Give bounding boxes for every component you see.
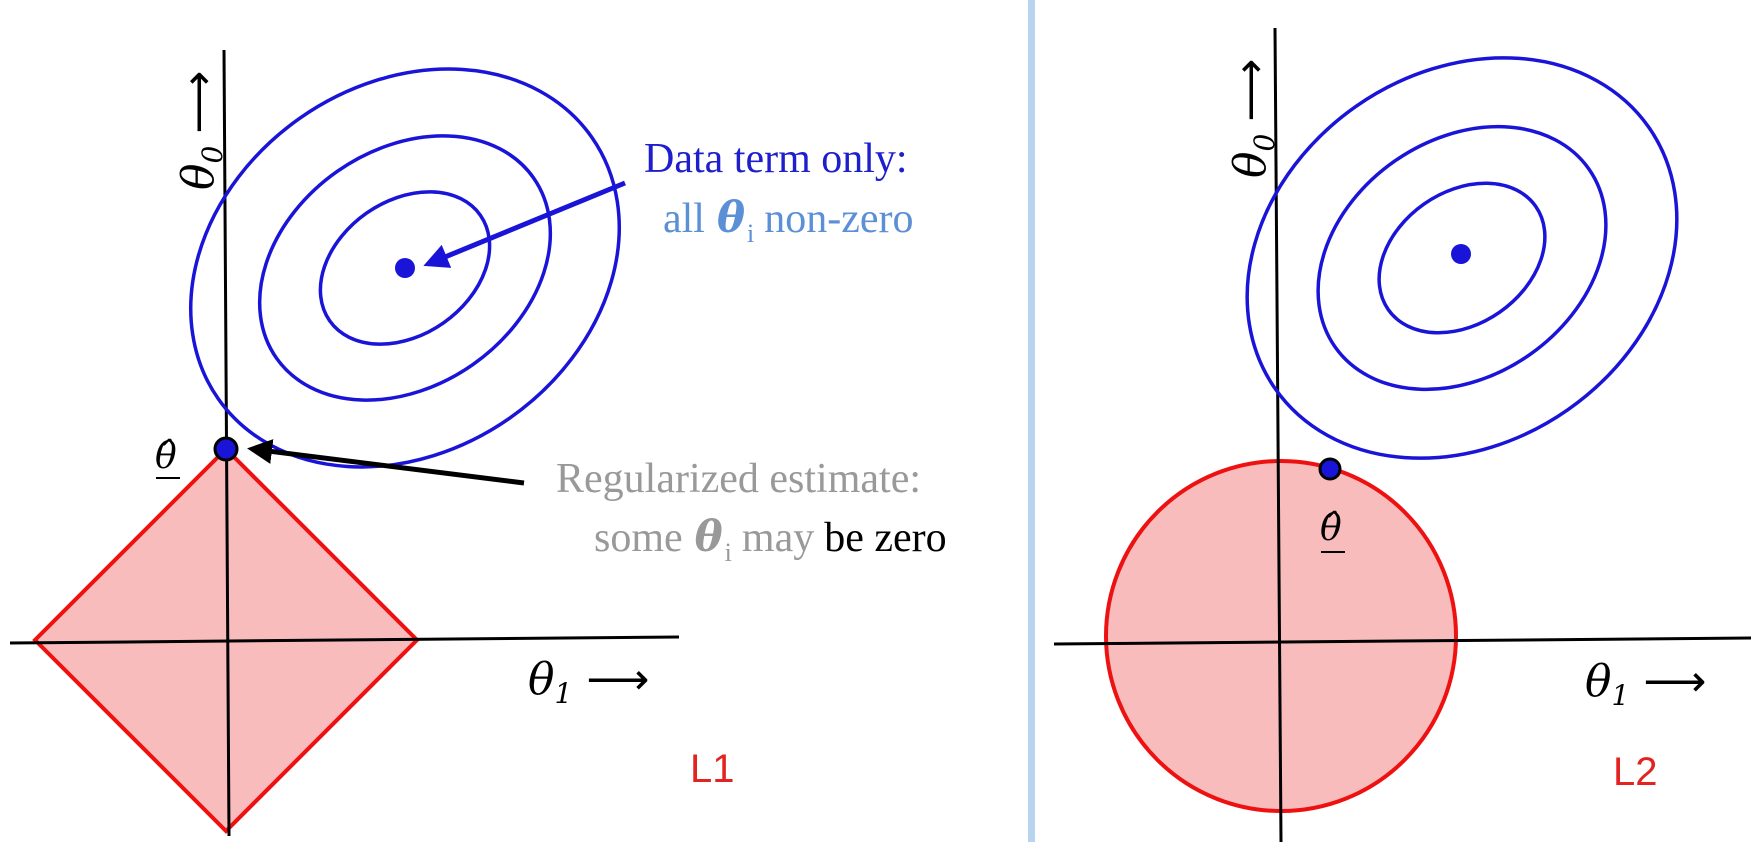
contour-outer: [1245, 56, 1679, 460]
contour-inner: [1377, 181, 1547, 335]
data-term-contours: [189, 67, 621, 469]
y-axis: [1273, 27, 1283, 842]
regularized-estimate-dot: [1318, 457, 1342, 481]
estimate-label: θ̂: [1320, 508, 1342, 549]
panel-tag-l2: L2: [1613, 750, 1658, 794]
x-axis-symbol: θ: [528, 654, 555, 705]
annotation-regularized-line1: Regularized estimate:: [556, 456, 921, 502]
annotation-reg-pre: some: [594, 515, 683, 561]
annotation-reg-sub: i: [725, 538, 732, 567]
y-axis-arrow: ⟶: [174, 71, 223, 134]
x-axis-symbol: θ: [1585, 656, 1612, 707]
contour-outer: [189, 67, 621, 469]
x-axis: [9, 635, 680, 645]
annotation-reg-sym: θ: [695, 512, 723, 561]
x-axis-sub: 1: [1612, 679, 1630, 712]
regularized-estimate-arrow: [247, 439, 525, 486]
annotation-reg-post: be zero: [824, 515, 946, 561]
unregularized-optimum-dot: [395, 258, 415, 278]
x-axis: [1053, 636, 1751, 646]
unregularized-optimum-dot: [1451, 244, 1471, 264]
data-term-contours: [1245, 56, 1679, 460]
svg-text:θ0⟶: θ0 ⟶: [1225, 59, 1281, 178]
contour-middle: [257, 134, 553, 402]
contour-inner: [318, 190, 492, 346]
estimate-label: θ̂: [155, 436, 177, 477]
y-axis-label: θ0 ⟶: [1225, 59, 1281, 178]
x-axis-arrow: ⟶: [1643, 657, 1706, 706]
annotation-data-pre: all: [663, 196, 705, 242]
y-axis-symbol: θ: [1225, 152, 1276, 179]
annotation-data-post: non-zero: [764, 196, 913, 242]
annotation-reg-mid: may: [742, 515, 814, 561]
panel-tag-l1: L1: [690, 747, 735, 791]
svg-text:θ0⟶: θ0 ⟶: [173, 71, 229, 190]
annotation-data-term-line2: all θi non-zero: [663, 193, 914, 248]
y-axis-symbol: θ: [173, 164, 224, 191]
right-panel: θ̂ θ0⟶ θ1 ⟶ L2: [1053, 27, 1751, 842]
regularized-estimate-dot: [213, 436, 239, 462]
x-axis-label: θ1 ⟶: [1585, 656, 1706, 712]
left-panel: θ̂ θ0⟶ θ1 ⟶ Data term only: all θi non-zero…: [9, 49, 947, 837]
panel-divider: [1028, 0, 1035, 842]
x-axis-sub: 1: [555, 677, 573, 710]
x-axis-label: θ1 ⟶: [528, 654, 649, 710]
x-axis-arrow: ⟶: [586, 655, 649, 704]
annotation-data-term-line1: Data term only:: [644, 136, 908, 182]
y-axis-sub: 0: [1248, 134, 1281, 152]
data-term-arrow: [423, 180, 626, 268]
y-axis-label: θ0 ⟶: [173, 71, 229, 190]
y-axis-arrow: ⟶: [1226, 59, 1275, 122]
annotation-data-sym: θ: [717, 193, 745, 242]
annotation-data-sub: i: [747, 219, 754, 248]
contour-middle: [1316, 124, 1608, 392]
annotation-regularized-line2: some θi may be zero: [594, 512, 947, 567]
y-axis-sub: 0: [196, 146, 229, 164]
